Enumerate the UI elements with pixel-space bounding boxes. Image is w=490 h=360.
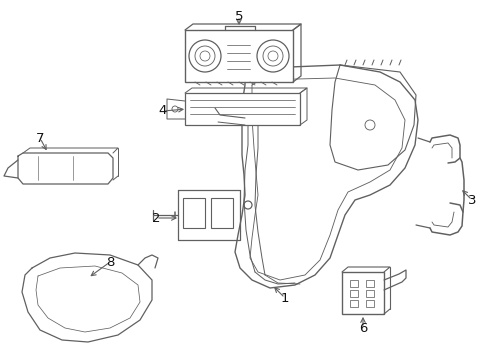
Circle shape [268,51,278,61]
Text: 5: 5 [235,9,243,22]
Bar [185,93,300,125]
Bar [366,280,374,287]
Bar [350,290,358,297]
Bar [183,198,205,228]
Text: 1: 1 [281,292,289,305]
Text: 3: 3 [468,194,476,207]
Text: 7: 7 [36,131,44,144]
Bar [185,30,293,82]
Text: 8: 8 [106,256,114,269]
Circle shape [195,46,215,66]
Bar [350,280,358,287]
Circle shape [263,46,283,66]
Circle shape [189,40,221,72]
Text: 4: 4 [159,104,167,117]
Bar [342,272,384,314]
Bar [366,290,374,297]
Bar [366,300,374,307]
Bar [211,198,233,228]
Circle shape [200,51,210,61]
Text: 2: 2 [152,211,160,225]
Text: 6: 6 [359,321,367,334]
Circle shape [257,40,289,72]
Bar [350,300,358,307]
